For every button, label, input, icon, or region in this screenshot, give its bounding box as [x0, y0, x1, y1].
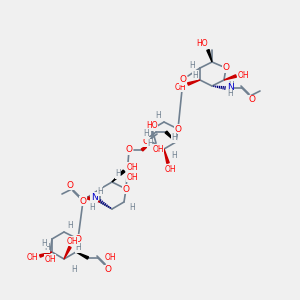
Text: OH: OH	[237, 70, 249, 80]
Text: OH: OH	[126, 163, 138, 172]
Polygon shape	[164, 149, 169, 163]
Text: H: H	[189, 61, 195, 70]
Polygon shape	[188, 80, 200, 85]
Polygon shape	[165, 131, 176, 142]
Text: HO: HO	[146, 122, 158, 130]
Text: OH: OH	[66, 236, 78, 245]
Text: H: H	[228, 82, 234, 91]
Polygon shape	[207, 50, 212, 62]
Text: OH: OH	[174, 82, 186, 91]
Text: OH: OH	[126, 172, 138, 182]
Text: H: H	[147, 140, 153, 148]
Text: OH: OH	[152, 145, 164, 154]
Polygon shape	[76, 252, 88, 259]
Text: H: H	[75, 244, 81, 253]
Text: H: H	[129, 203, 135, 212]
Text: OH: OH	[26, 254, 38, 262]
Text: O: O	[104, 266, 112, 274]
Text: OH: OH	[164, 166, 176, 175]
Text: O: O	[125, 146, 133, 154]
Text: O: O	[179, 76, 187, 85]
Polygon shape	[64, 246, 71, 259]
Text: H: H	[171, 151, 177, 160]
Text: H: H	[89, 203, 95, 212]
Text: O: O	[122, 184, 130, 194]
Text: H: H	[41, 238, 47, 247]
Text: O: O	[74, 235, 82, 244]
Text: O: O	[67, 181, 73, 190]
Text: H: H	[171, 134, 177, 142]
Text: OH: OH	[104, 253, 116, 262]
Text: HO: HO	[196, 40, 208, 49]
Text: O: O	[80, 196, 86, 206]
Polygon shape	[141, 142, 152, 151]
Text: O: O	[175, 124, 182, 134]
Polygon shape	[40, 252, 52, 257]
Text: H: H	[155, 112, 161, 121]
Text: OH: OH	[44, 254, 56, 263]
Text: N: N	[91, 193, 98, 202]
Text: H: H	[143, 130, 149, 139]
Text: H: H	[192, 70, 198, 80]
Text: N: N	[226, 83, 233, 92]
Text: O: O	[248, 95, 256, 104]
Polygon shape	[88, 197, 100, 202]
Text: H: H	[67, 221, 73, 230]
Polygon shape	[112, 170, 125, 182]
Text: O: O	[142, 137, 149, 146]
Text: H: H	[115, 169, 121, 178]
Text: H: H	[227, 89, 233, 98]
Polygon shape	[224, 75, 236, 80]
Text: H: H	[97, 187, 103, 196]
Text: O: O	[223, 64, 230, 73]
Text: H: H	[71, 265, 77, 274]
Text: H: H	[44, 244, 50, 253]
